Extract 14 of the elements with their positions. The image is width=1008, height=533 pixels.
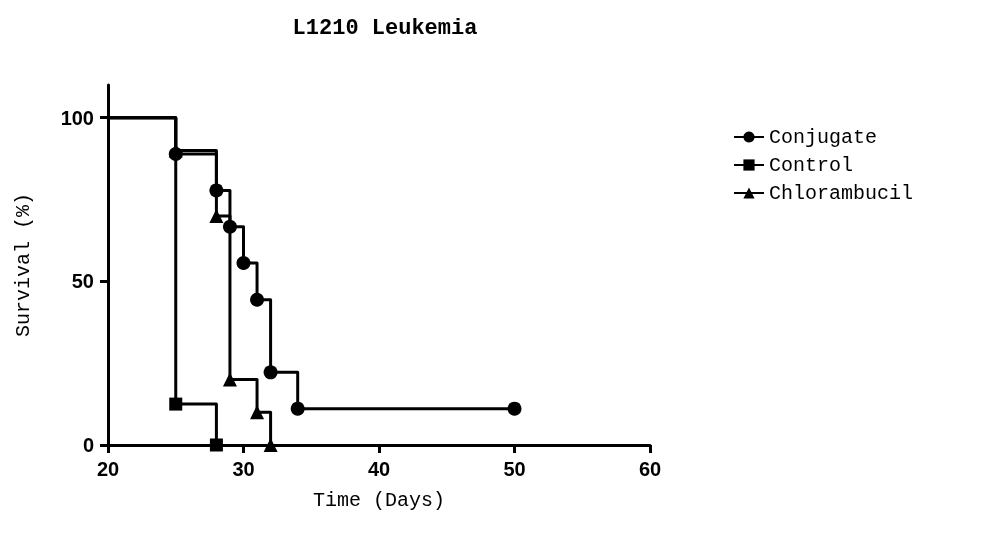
y-axis-title: Survival (%) (11, 192, 35, 338)
x-tick-label: 50 (503, 458, 526, 480)
x-tick-label: 30 (232, 458, 255, 480)
x-tick-label: 20 (96, 458, 120, 480)
legend-label: Conjugate (769, 125, 878, 149)
y-tick-label: 100 (60, 106, 94, 129)
legend-label: Control (769, 153, 854, 177)
x-tick-label: 60 (638, 458, 662, 480)
legend-label: Chlorambucil (769, 181, 914, 205)
y-tick-label: 0 (82, 434, 94, 456)
chart-title: L1210 Leukemia (292, 15, 478, 41)
x-tick-label: 40 (367, 458, 391, 480)
x-axis-title: Time (Days) (312, 488, 446, 512)
y-tick-label: 50 (71, 270, 94, 293)
